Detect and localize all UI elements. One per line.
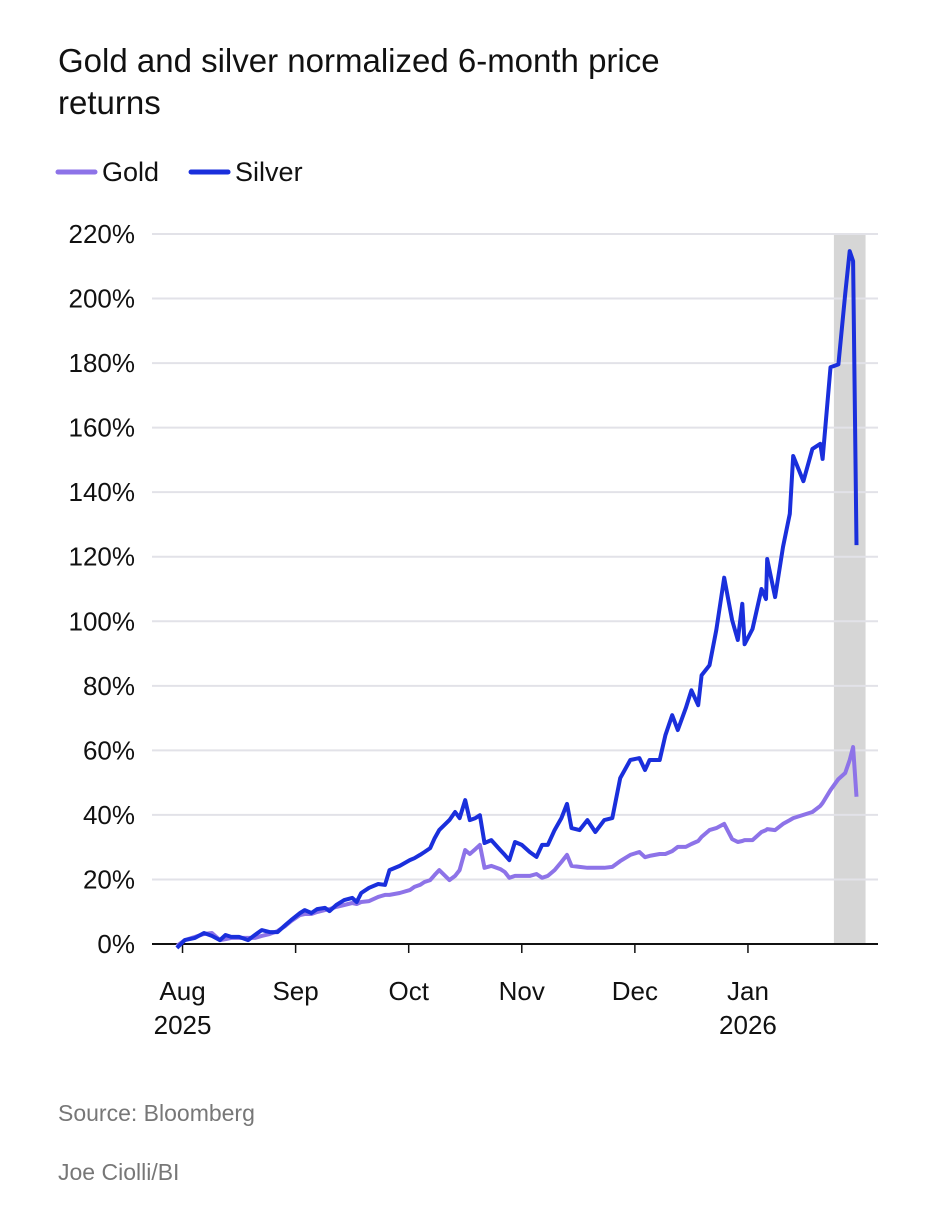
legend-label: Silver <box>235 157 303 187</box>
legend-label: Gold <box>102 157 159 187</box>
y-tick-label: 120% <box>69 542 136 572</box>
y-tick-label: 20% <box>83 864 135 894</box>
x-tick-label: Jan 2026 <box>719 976 777 1040</box>
y-tick-label: 80% <box>83 671 135 701</box>
credit: Joe Ciolli/BI <box>58 1159 179 1185</box>
series-line <box>175 249 859 950</box>
y-tick-label: 100% <box>69 606 136 636</box>
x-tick-label: Aug 2025 <box>154 976 212 1040</box>
x-tick-label: Dec <box>612 976 658 1006</box>
highlight-band <box>833 234 866 944</box>
series-line <box>175 745 859 948</box>
x-tick-label: Sep <box>272 976 318 1006</box>
y-tick-label: 160% <box>69 413 136 443</box>
y-tick-label: 0% <box>97 929 135 959</box>
chart-title: Gold and silver normalized 6-month price… <box>58 42 660 121</box>
y-tick-label: 40% <box>83 800 135 830</box>
x-tick-label: Oct <box>388 976 429 1006</box>
y-tick-label: 140% <box>69 477 136 507</box>
y-tick-label: 60% <box>83 735 135 765</box>
x-tick-label: Nov <box>499 976 545 1006</box>
source: Source: Bloomberg <box>58 1100 255 1126</box>
y-tick-label: 180% <box>69 348 136 378</box>
y-tick-label: 220% <box>69 219 136 249</box>
y-tick-label: 200% <box>69 284 136 314</box>
